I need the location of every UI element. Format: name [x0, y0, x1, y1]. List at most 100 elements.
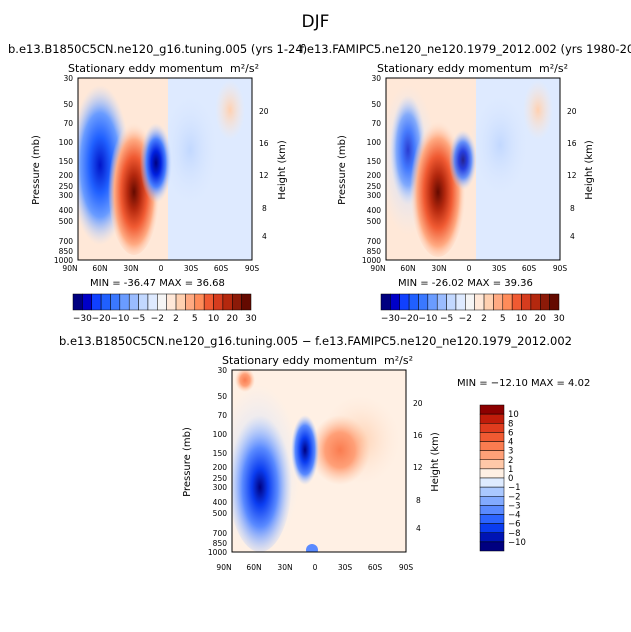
svg-text:30N: 30N [431, 264, 446, 273]
panel1-colorbar-swatch [203, 293, 214, 311]
panel2-colorbar-swatch [549, 293, 560, 311]
panel3-colorbar-label: −6 [508, 520, 521, 530]
panel1-xaxis-ticks: 90N 60N 30N 0 30S 60S 90S [62, 264, 259, 273]
svg-text:16: 16 [567, 139, 577, 148]
panel2-colorbar-swatch [455, 293, 466, 311]
panel1-colorbar-swatch [222, 293, 233, 311]
panel2-title: f.e13.FAMIPC5.ne120_ne120.1979_2012.002 … [300, 42, 631, 56]
svg-text:0: 0 [159, 264, 164, 273]
panel2-colorbar-swatch [502, 293, 513, 311]
svg-text:90S: 90S [399, 563, 414, 572]
svg-text:0: 0 [467, 264, 472, 273]
panel1-y2axis-ticks: 4 8 12 16 20 [259, 107, 269, 241]
svg-text:12: 12 [413, 463, 423, 472]
svg-text:70: 70 [217, 411, 227, 420]
svg-text:4: 4 [416, 524, 421, 533]
panel3-colorbar-label: −1 [508, 483, 521, 493]
svg-text:4: 4 [262, 232, 267, 241]
svg-text:1000: 1000 [54, 256, 73, 265]
svg-text:20: 20 [567, 107, 577, 116]
panel2-colorbar-swatch [530, 293, 541, 311]
panel3-colorbar-swatch [479, 432, 505, 442]
panel3-colorbar-swatch [479, 404, 505, 415]
panel3-colorbar-swatch [479, 505, 505, 515]
svg-text:50: 50 [63, 100, 73, 109]
panel1-colorbar-swatch [128, 293, 139, 311]
panel3-title: b.e13.B1850C5CN.ne120_g16.tuning.005 − f… [58, 334, 572, 348]
svg-text:90N: 90N [370, 264, 385, 273]
svg-text:300: 300 [367, 191, 382, 200]
panel2-colorbar-swatch [511, 293, 522, 311]
panel3-colorbar-label: 3 [508, 447, 513, 457]
svg-text:50: 50 [217, 392, 227, 401]
svg-text:30N: 30N [123, 264, 138, 273]
panel1-colorbar-swatch [194, 293, 205, 311]
svg-text:150: 150 [213, 449, 228, 458]
panel3-negative-cell-60N [232, 408, 292, 552]
panel1-colorbar-label: −30 [73, 314, 92, 324]
panel3-colorbar-label: −3 [508, 501, 521, 511]
panel1-colorbar-swatch [82, 293, 92, 311]
svg-text:60N: 60N [400, 264, 415, 273]
svg-text:12: 12 [259, 171, 269, 180]
panel3-negative-cell-equator [291, 415, 319, 485]
svg-text:500: 500 [213, 509, 228, 518]
panel3-colorbar-swatch [479, 514, 505, 524]
panel2-colorbar-label: −5 [440, 314, 453, 324]
svg-text:70: 70 [371, 119, 381, 128]
panel2-colorbar-label: −2 [459, 314, 472, 324]
svg-text:90N: 90N [216, 563, 231, 572]
panel3-colorbar-swatch [479, 413, 505, 424]
panel3-colorbar-swatch [479, 477, 505, 488]
svg-text:16: 16 [413, 431, 423, 440]
panel1-colorbar-swatch [157, 293, 167, 311]
panel1-colorbar-label: −5 [132, 314, 145, 324]
panel1-colorbar-swatch [72, 293, 83, 311]
panel1-units: m²/s² [230, 62, 259, 75]
panel2-colorbar-label: 2 [481, 314, 487, 324]
panel3-colorbar-swatch [479, 523, 505, 533]
svg-text:200: 200 [213, 463, 228, 472]
panel3-colorbar-label: 4 [508, 438, 513, 448]
panel2-colorbar-label: −30 [381, 314, 400, 324]
panel3-colorbar-swatch [479, 468, 505, 479]
panel3-colorbar-swatch [479, 423, 505, 433]
panel1-colorbar-label: 5 [192, 314, 198, 324]
svg-text:250: 250 [213, 474, 228, 483]
svg-text:400: 400 [213, 498, 228, 507]
panel1-colorbar-swatch [166, 293, 177, 311]
svg-text:100: 100 [59, 138, 74, 147]
svg-text:30S: 30S [338, 563, 353, 572]
svg-text:30: 30 [217, 366, 227, 375]
svg-text:60N: 60N [246, 563, 261, 572]
panel1-colorbar-label: −20 [92, 314, 111, 324]
panel2-colorbar-swatch [493, 293, 504, 311]
panel2-minmax: MIN = -26.02 MAX = 39.36 [398, 278, 533, 289]
panel3-colorbar-swatch [479, 532, 505, 543]
svg-text:850: 850 [367, 247, 382, 256]
svg-text:500: 500 [367, 217, 382, 226]
svg-text:70: 70 [63, 119, 73, 128]
panel2-colorbar-label: 10 [516, 314, 528, 324]
panel3-colorbar-swatch [479, 450, 505, 460]
svg-text:30N: 30N [277, 563, 292, 572]
panel3-minmax: MIN = −12.10 MAX = 4.02 [457, 378, 591, 389]
panel3-ylabel: Pressure (mb) [182, 427, 193, 497]
panel2-ylabel: Pressure (mb) [337, 135, 348, 205]
svg-text:500: 500 [59, 217, 74, 226]
svg-text:150: 150 [367, 157, 382, 166]
svg-text:700: 700 [59, 237, 74, 246]
svg-text:250: 250 [59, 182, 74, 191]
panel1-y2label: Height (km) [277, 140, 288, 200]
panel2-colorbar-swatch [380, 293, 391, 311]
panel2-y2label: Height (km) [584, 140, 595, 200]
panel1-colorbar-swatch [138, 293, 149, 311]
panel3-colorbar-label: −4 [508, 511, 521, 521]
panel2-colorbar-label: 30 [553, 314, 565, 324]
svg-text:30S: 30S [184, 264, 199, 273]
